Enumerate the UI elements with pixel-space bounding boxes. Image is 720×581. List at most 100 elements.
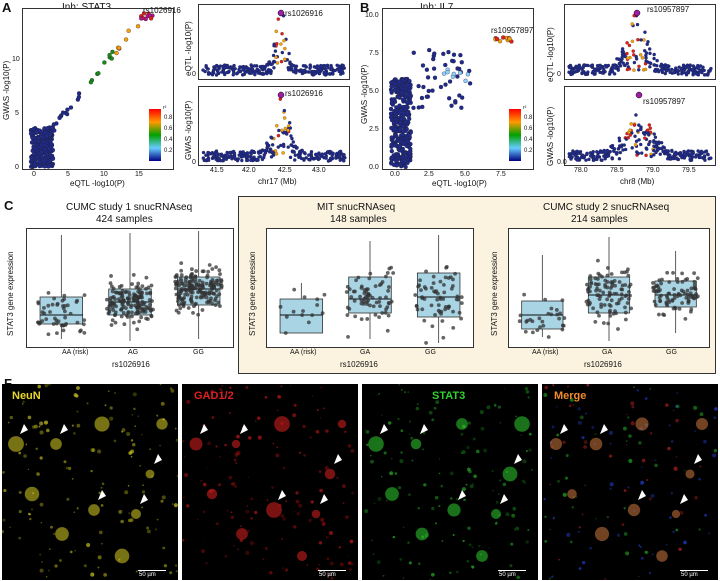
box-point bbox=[194, 269, 199, 273]
cell-body bbox=[502, 466, 518, 482]
speckle bbox=[516, 575, 521, 580]
box-point bbox=[660, 277, 664, 282]
scatter-point bbox=[404, 126, 409, 132]
scatter-point bbox=[34, 129, 39, 134]
locus-point bbox=[331, 71, 335, 75]
box-point bbox=[121, 311, 126, 315]
box-point bbox=[352, 299, 357, 303]
box-point bbox=[354, 278, 358, 283]
speckle bbox=[160, 401, 165, 406]
locus-point bbox=[596, 153, 600, 158]
box-point bbox=[62, 297, 67, 302]
speckle bbox=[407, 541, 410, 545]
speckle bbox=[269, 571, 273, 575]
locus-point bbox=[331, 151, 335, 155]
box-point bbox=[113, 310, 118, 315]
locus-point bbox=[682, 149, 686, 154]
box-point bbox=[607, 290, 612, 295]
locus-point bbox=[706, 73, 710, 77]
speckle bbox=[328, 572, 331, 575]
arrowhead-marker bbox=[320, 494, 328, 504]
box-point bbox=[186, 306, 191, 310]
locus-point bbox=[305, 70, 309, 74]
box-point bbox=[620, 287, 625, 292]
locus-point bbox=[617, 139, 622, 143]
speckle bbox=[338, 545, 342, 549]
speckle bbox=[163, 564, 168, 568]
box-point bbox=[436, 303, 441, 308]
box-point bbox=[131, 320, 136, 325]
box-point bbox=[194, 301, 198, 306]
speckle bbox=[665, 403, 669, 407]
locus-point bbox=[635, 22, 640, 27]
panel-c-title: CUMC study 1 snucRNAseq bbox=[66, 202, 193, 213]
box-point bbox=[541, 323, 546, 328]
locus-point bbox=[602, 154, 606, 158]
locus-point bbox=[618, 150, 623, 155]
speckle bbox=[228, 412, 232, 415]
speckle bbox=[230, 515, 235, 520]
box-point bbox=[141, 310, 145, 314]
a-ytick-0: 0 bbox=[15, 164, 19, 171]
micrograph-gad: GAD1/2 50 µm bbox=[182, 384, 358, 580]
box-point bbox=[65, 303, 70, 308]
a-ytick-2: 10 bbox=[12, 56, 20, 63]
speckle bbox=[76, 386, 80, 390]
box-point bbox=[122, 299, 127, 303]
speckle bbox=[492, 490, 494, 492]
box-point bbox=[42, 305, 46, 310]
cell-body bbox=[635, 417, 649, 431]
speckle bbox=[389, 471, 394, 476]
speckle bbox=[348, 555, 350, 557]
cell-body bbox=[368, 436, 384, 452]
scatter-point bbox=[460, 95, 465, 100]
box-point bbox=[602, 303, 607, 307]
locus-point bbox=[608, 149, 612, 154]
cell-body bbox=[656, 550, 668, 562]
box-point bbox=[623, 317, 628, 322]
box-point bbox=[148, 308, 153, 313]
speckle bbox=[229, 386, 232, 390]
speckle bbox=[544, 540, 547, 543]
locus-point bbox=[706, 152, 710, 157]
speckle bbox=[370, 459, 374, 464]
cell-body bbox=[55, 527, 69, 541]
box-point bbox=[441, 297, 446, 301]
box-point bbox=[136, 281, 141, 286]
scatter-point bbox=[389, 135, 394, 140]
box-point bbox=[193, 274, 198, 279]
speckle bbox=[707, 532, 710, 535]
speckle bbox=[626, 413, 628, 416]
box-point bbox=[183, 280, 188, 284]
lead-snp-marker bbox=[277, 91, 285, 99]
scatter-point bbox=[419, 95, 425, 101]
scatter-point bbox=[102, 60, 107, 65]
speckle bbox=[341, 484, 346, 489]
locus-point bbox=[307, 153, 311, 157]
box-point bbox=[177, 303, 181, 307]
box-point bbox=[422, 318, 427, 323]
speckle bbox=[7, 421, 10, 424]
speckle bbox=[100, 504, 104, 507]
speckle bbox=[63, 460, 67, 464]
locus-point bbox=[589, 64, 594, 68]
box-point bbox=[320, 311, 325, 315]
box-point bbox=[418, 278, 422, 283]
speckle bbox=[18, 490, 22, 494]
panel-label-f: F bbox=[4, 376, 12, 391]
scatter-point bbox=[29, 155, 35, 160]
box-point bbox=[200, 283, 205, 288]
arrowhead-marker bbox=[140, 494, 148, 504]
locus-point bbox=[213, 150, 218, 154]
speckle bbox=[670, 440, 674, 443]
locus-point bbox=[210, 73, 215, 77]
speckle bbox=[90, 469, 93, 473]
scatter-point bbox=[446, 49, 451, 55]
speckle bbox=[31, 508, 33, 511]
locus-b-eqtl-svg bbox=[567, 9, 713, 77]
box-point bbox=[52, 296, 57, 301]
scatter-point bbox=[400, 97, 406, 102]
speckle bbox=[130, 439, 134, 442]
box-point bbox=[196, 312, 201, 317]
b-xtick-3: 7.5 bbox=[496, 171, 506, 178]
